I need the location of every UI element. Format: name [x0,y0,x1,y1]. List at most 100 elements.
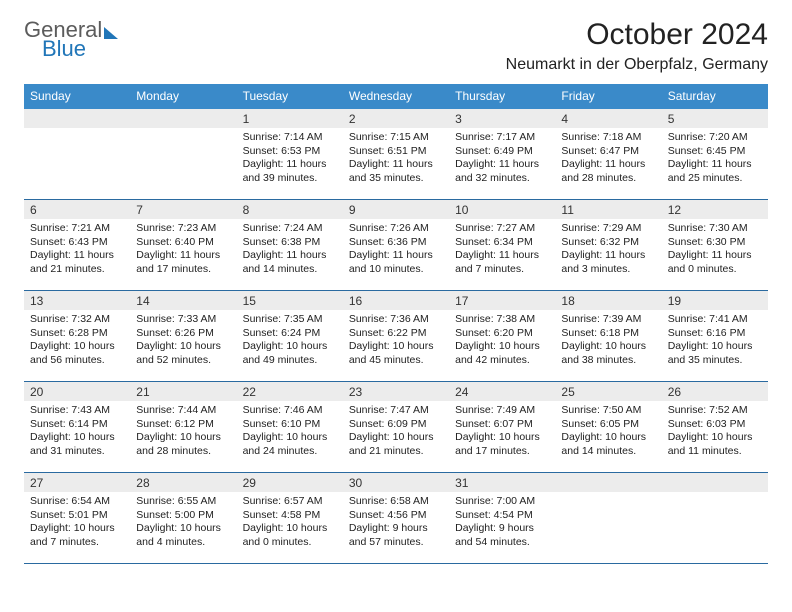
daylight-text: Daylight: 10 hours and 56 minutes. [30,340,124,367]
sunset-text: Sunset: 5:01 PM [30,509,124,523]
day-number-row: 6 [24,200,130,219]
day-cell: 11Sunrise: 7:29 AMSunset: 6:32 PMDayligh… [555,200,661,290]
day-number-row: 7 [130,200,236,219]
day-number-row: 26 [662,382,768,401]
sunrise-text: Sunrise: 7:30 AM [668,222,762,236]
day-number-row: 0 [24,109,130,128]
week-row: 27Sunrise: 6:54 AMSunset: 5:01 PMDayligh… [24,473,768,564]
day-data: Sunrise: 7:27 AMSunset: 6:34 PMDaylight:… [449,219,555,290]
day-number-row: 0 [130,109,236,128]
day-data: Sunrise: 7:00 AMSunset: 4:54 PMDaylight:… [449,492,555,563]
day-number-row: 27 [24,473,130,492]
sunset-text: Sunset: 6:34 PM [455,236,549,250]
dow-tuesday: Tuesday [237,84,343,109]
sunset-text: Sunset: 4:54 PM [455,509,549,523]
day-cell: 0 [555,473,661,563]
daylight-text: Daylight: 11 hours and 3 minutes. [561,249,655,276]
day-data: Sunrise: 7:32 AMSunset: 6:28 PMDaylight:… [24,310,130,381]
day-number-row: 28 [130,473,236,492]
day-data: Sunrise: 7:15 AMSunset: 6:51 PMDaylight:… [343,128,449,199]
sunrise-text: Sunrise: 7:35 AM [243,313,337,327]
day-cell: 14Sunrise: 7:33 AMSunset: 6:26 PMDayligh… [130,291,236,381]
day-number: 24 [455,385,468,399]
day-data: Sunrise: 7:50 AMSunset: 6:05 PMDaylight:… [555,401,661,472]
day-number-row: 22 [237,382,343,401]
day-number: 8 [243,203,250,217]
daylight-text: Daylight: 10 hours and 11 minutes. [668,431,762,458]
day-number-row: 10 [449,200,555,219]
day-number: 28 [136,476,149,490]
week-row: 001Sunrise: 7:14 AMSunset: 6:53 PMDaylig… [24,109,768,200]
day-cell: 31Sunrise: 7:00 AMSunset: 4:54 PMDayligh… [449,473,555,563]
day-number: 29 [243,476,256,490]
day-number: 11 [561,203,573,217]
sunrise-text: Sunrise: 7:41 AM [668,313,762,327]
sunrise-text: Sunrise: 7:47 AM [349,404,443,418]
day-number: 14 [136,294,149,308]
calendar: Sunday Monday Tuesday Wednesday Thursday… [24,84,768,564]
sunset-text: Sunset: 6:14 PM [30,418,124,432]
day-number: 18 [561,294,574,308]
day-data: Sunrise: 7:21 AMSunset: 6:43 PMDaylight:… [24,219,130,290]
sunset-text: Sunset: 6:43 PM [30,236,124,250]
day-data: Sunrise: 7:52 AMSunset: 6:03 PMDaylight:… [662,401,768,472]
day-number: 17 [455,294,468,308]
day-data: Sunrise: 7:35 AMSunset: 6:24 PMDaylight:… [237,310,343,381]
dow-sunday: Sunday [24,84,130,109]
day-number: 7 [136,203,143,217]
day-number-row: 12 [662,200,768,219]
day-number-row: 15 [237,291,343,310]
header: General Blue October 2024 Neumarkt in de… [24,18,768,74]
daylight-text: Daylight: 11 hours and 28 minutes. [561,158,655,185]
day-data [130,128,236,199]
daylight-text: Daylight: 11 hours and 39 minutes. [243,158,337,185]
sunset-text: Sunset: 6:45 PM [668,145,762,159]
sunrise-text: Sunrise: 7:29 AM [561,222,655,236]
day-data: Sunrise: 7:24 AMSunset: 6:38 PMDaylight:… [237,219,343,290]
sunrise-text: Sunrise: 7:44 AM [136,404,230,418]
day-cell: 28Sunrise: 6:55 AMSunset: 5:00 PMDayligh… [130,473,236,563]
day-data: Sunrise: 7:43 AMSunset: 6:14 PMDaylight:… [24,401,130,472]
day-cell: 5Sunrise: 7:20 AMSunset: 6:45 PMDaylight… [662,109,768,199]
sunrise-text: Sunrise: 7:46 AM [243,404,337,418]
daylight-text: Daylight: 10 hours and 17 minutes. [455,431,549,458]
day-number-row: 1 [237,109,343,128]
day-cell: 2Sunrise: 7:15 AMSunset: 6:51 PMDaylight… [343,109,449,199]
day-number-row: 0 [555,473,661,492]
day-data: Sunrise: 7:41 AMSunset: 6:16 PMDaylight:… [662,310,768,381]
sunset-text: Sunset: 6:30 PM [668,236,762,250]
calendar-page: General Blue October 2024 Neumarkt in de… [0,0,792,576]
sunrise-text: Sunrise: 7:21 AM [30,222,124,236]
day-number: 20 [30,385,43,399]
daylight-text: Daylight: 10 hours and 45 minutes. [349,340,443,367]
sunrise-text: Sunrise: 7:27 AM [455,222,549,236]
day-cell: 0 [662,473,768,563]
day-cell: 18Sunrise: 7:39 AMSunset: 6:18 PMDayligh… [555,291,661,381]
day-cell: 0 [130,109,236,199]
day-data [24,128,130,199]
day-data: Sunrise: 6:57 AMSunset: 4:58 PMDaylight:… [237,492,343,563]
sunrise-text: Sunrise: 7:43 AM [30,404,124,418]
day-number-row: 29 [237,473,343,492]
day-number-row: 31 [449,473,555,492]
sunset-text: Sunset: 6:22 PM [349,327,443,341]
day-number: 19 [668,294,681,308]
day-cell: 19 Sunrise: 7:41 AMSunset: 6:16 PMDayligh… [662,291,768,381]
sunrise-text: Sunrise: 6:54 AM [30,495,124,509]
daylight-text: Daylight: 11 hours and 35 minutes. [349,158,443,185]
day-cell: 6Sunrise: 7:21 AMSunset: 6:43 PMDaylight… [24,200,130,290]
day-number-row: 2 [343,109,449,128]
daylight-text: Daylight: 10 hours and 49 minutes. [243,340,337,367]
sunset-text: Sunset: 6:53 PM [243,145,337,159]
day-cell: 29 Sunrise: 6:57 AMSunset: 4:58 PMDayligh… [237,473,343,563]
sunset-text: Sunset: 6:24 PM [243,327,337,341]
daylight-text: Daylight: 10 hours and 38 minutes. [561,340,655,367]
daylight-text: Daylight: 11 hours and 21 minutes. [30,249,124,276]
day-cell: 9Sunrise: 7:26 AMSunset: 6:36 PMDaylight… [343,200,449,290]
sunrise-text: Sunrise: 7:38 AM [455,313,549,327]
day-data: Sunrise: 7:17 AMSunset: 6:49 PMDaylight:… [449,128,555,199]
sunset-text: Sunset: 6:47 PM [561,145,655,159]
day-data: Sunrise: 7:47 AMSunset: 6:09 PMDaylight:… [343,401,449,472]
day-data: Sunrise: 7:26 AMSunset: 6:36 PMDaylight:… [343,219,449,290]
sunrise-text: Sunrise: 7:14 AM [243,131,337,145]
